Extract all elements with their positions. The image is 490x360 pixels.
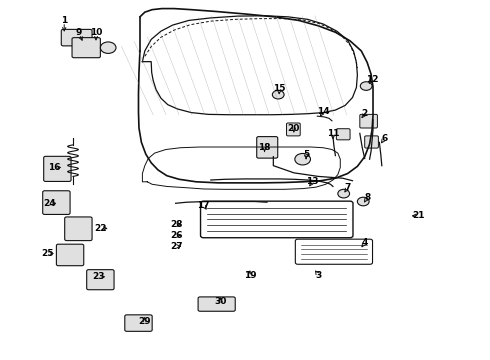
- Circle shape: [357, 197, 369, 206]
- FancyBboxPatch shape: [65, 217, 92, 240]
- FancyBboxPatch shape: [360, 114, 377, 128]
- Circle shape: [295, 153, 311, 165]
- Text: 8: 8: [364, 193, 370, 202]
- Text: 11: 11: [327, 129, 339, 138]
- Text: 22: 22: [95, 224, 107, 233]
- Text: 24: 24: [43, 199, 56, 208]
- Text: 7: 7: [344, 183, 351, 192]
- FancyBboxPatch shape: [87, 270, 114, 290]
- Text: 12: 12: [366, 75, 378, 84]
- Text: 4: 4: [362, 238, 368, 247]
- FancyBboxPatch shape: [125, 315, 152, 331]
- FancyBboxPatch shape: [198, 297, 235, 311]
- Text: 13: 13: [306, 177, 318, 186]
- Text: 30: 30: [215, 297, 227, 306]
- Text: 5: 5: [303, 150, 309, 159]
- FancyBboxPatch shape: [336, 129, 350, 140]
- Text: 6: 6: [381, 134, 388, 143]
- FancyBboxPatch shape: [72, 38, 100, 58]
- FancyBboxPatch shape: [56, 244, 84, 266]
- Text: 14: 14: [317, 107, 329, 116]
- Text: 16: 16: [48, 163, 61, 172]
- FancyBboxPatch shape: [365, 136, 378, 148]
- Text: 23: 23: [92, 272, 105, 281]
- Text: 9: 9: [75, 28, 82, 37]
- FancyBboxPatch shape: [287, 123, 300, 136]
- Text: 10: 10: [90, 28, 102, 37]
- Text: 1: 1: [61, 16, 67, 25]
- Text: 29: 29: [139, 317, 151, 326]
- Text: 3: 3: [315, 270, 321, 279]
- FancyBboxPatch shape: [43, 191, 70, 215]
- FancyBboxPatch shape: [257, 136, 278, 158]
- Circle shape: [272, 90, 284, 99]
- Text: 27: 27: [171, 242, 183, 251]
- FancyBboxPatch shape: [44, 156, 71, 181]
- FancyBboxPatch shape: [61, 30, 92, 46]
- Circle shape: [360, 82, 372, 90]
- Circle shape: [100, 42, 116, 53]
- Text: 17: 17: [197, 201, 210, 210]
- Text: 28: 28: [171, 220, 183, 229]
- Text: 21: 21: [412, 211, 425, 220]
- Text: 19: 19: [244, 270, 256, 279]
- Text: 15: 15: [273, 84, 286, 93]
- Text: 26: 26: [171, 231, 183, 240]
- Circle shape: [338, 189, 349, 198]
- Text: 18: 18: [258, 143, 271, 152]
- Text: 20: 20: [288, 123, 300, 132]
- Text: 25: 25: [41, 249, 53, 258]
- Text: 2: 2: [362, 109, 368, 118]
